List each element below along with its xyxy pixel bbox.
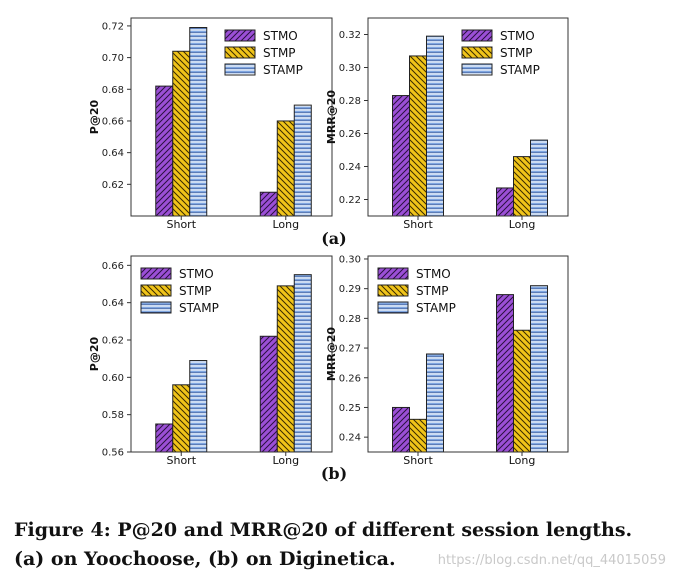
legend-swatch-stamp [461,63,493,76]
y-tick-label: 0.22 [339,195,361,206]
y-tick-label: 0.27 [339,344,361,355]
y-tick-label: 0.70 [102,53,124,64]
y-tick-label: 0.30 [339,63,361,74]
bar-stmo-short [155,423,174,453]
legend-swatch-stmo [224,29,256,42]
y-tick-label: 0.66 [102,116,124,127]
y-axis-title: P@20 [88,99,101,134]
y-axis-title: MRR@20 [325,90,338,145]
bar-stamp-long [293,104,312,217]
legend-swatch-stmp [140,284,172,297]
y-tick-label: 0.29 [339,284,361,295]
bar-stmo-long [259,191,278,217]
legend-swatch-stamp [377,301,409,314]
x-tick-label-long: Long [272,218,299,231]
legend-label-stmp: STMP [416,284,449,298]
legend-label-stmo: STMO [263,29,298,43]
legend-label-stmp: STMP [263,46,296,60]
y-tick-label: 0.56 [102,448,124,459]
y-tick-label: 0.30 [339,254,361,265]
bar-stmp-short [172,50,191,217]
y-tick-label: 0.66 [102,261,124,272]
plot-frame [367,17,569,217]
bar-stmo-long [496,187,514,217]
legend-label-stamp: STAMP [263,63,303,77]
bar-stmo-short [155,85,174,217]
y-tick-label: 0.24 [339,433,361,444]
x-tick-label-long: Long [509,454,536,467]
legend-label-stmo: STMO [500,29,535,43]
x-tick-label-short: Short [403,218,433,231]
panel-a-mrr20: 0.22 0.24 0.26 0.28 0.30 0.32 Short Long MRR@20 S… [325,17,569,231]
legend-label-stamp: STAMP [416,301,456,315]
legend-swatch-stmo [140,267,172,280]
y-tick-label: 0.62 [102,336,124,347]
bar-stmo-long [259,335,278,453]
legend-swatch-stmp [461,46,493,59]
bar-stmo-short [392,95,410,217]
y-tick-label: 0.25 [339,403,361,414]
legend-swatch-stamp [224,63,256,76]
bar-stmp-long [513,156,531,217]
bar-stmp-long [276,120,295,217]
watermark-text: https://blog.csdn.net/qq_44015059 [437,553,666,568]
y-tick-label: 0.26 [339,373,361,384]
legend-label-stamp: STAMP [500,63,540,77]
bar-stamp-long [530,139,548,217]
bar-stmo-long [496,294,514,453]
subfigure-label-a: (a) [321,229,347,248]
bar-stmo-short [392,406,410,453]
y-tick-label: 0.72 [102,21,124,32]
x-tick-label-short: Short [166,454,196,467]
legend-label-stmp: STMP [500,46,533,60]
bar-stmp-short [409,418,427,453]
subfigure-label-b: (b) [321,464,347,483]
bar-stamp-short [189,360,208,453]
bar-stamp-short [189,27,208,217]
x-tick-label-long: Long [509,218,536,231]
y-tick-label: 0.24 [339,162,361,173]
x-tick-label-short: Short [403,454,433,467]
legend-label-stmp: STMP [179,284,212,298]
legend-swatch-stmp [377,284,409,297]
legend-swatch-stmo [461,29,493,42]
bar-stamp-long [530,285,548,453]
y-tick-label: 0.58 [102,410,124,421]
panel-b-p20: 0.56 0.58 0.60 0.62 0.64 0.66 Short Long P@20 STM… [88,255,333,467]
panel-b-mrr20: 0.24 0.25 0.26 0.27 0.28 0.29 0.30 Short Long MRR… [325,254,569,467]
y-tick-label: 0.64 [102,148,124,159]
bar-stamp-short [426,35,444,217]
legend-swatch-stamp [140,301,172,314]
y-tick-label: 0.60 [102,373,124,384]
bar-stamp-short [426,353,444,453]
legend-label-stmo: STMO [416,267,451,281]
bar-stmp-long [276,285,295,453]
x-tick-label-long: Long [272,454,299,467]
legend-swatch-stmp [224,46,256,59]
legend-swatch-stmo [377,267,409,280]
y-tick-label: 0.62 [102,180,124,191]
bar-stamp-long [293,274,312,453]
figure-caption: Figure 4: P@20 and MRR@20 of different s… [14,519,633,570]
y-tick-label: 0.32 [339,30,361,41]
plot-frame [130,17,333,217]
bar-stmp-short [172,384,191,453]
plot-frame [367,255,569,453]
y-tick-label: 0.26 [339,129,361,140]
y-tick-label: 0.28 [339,96,361,107]
y-tick-label: 0.64 [102,298,124,309]
legend-label-stamp: STAMP [179,301,219,315]
y-axis-title: P@20 [88,336,101,371]
bar-stmp-long [513,329,531,453]
y-tick-label: 0.28 [339,314,361,325]
plot-frame [130,255,333,453]
y-axis-title: MRR@20 [325,327,338,382]
x-tick-label-short: Short [166,218,196,231]
legend-label-stmo: STMO [179,267,214,281]
panel-a-p20: 0.62 0.64 0.66 0.68 0.70 0.72 Short Long P@20 STM… [88,17,333,231]
y-tick-label: 0.68 [102,85,124,96]
bar-stmp-short [409,55,427,217]
